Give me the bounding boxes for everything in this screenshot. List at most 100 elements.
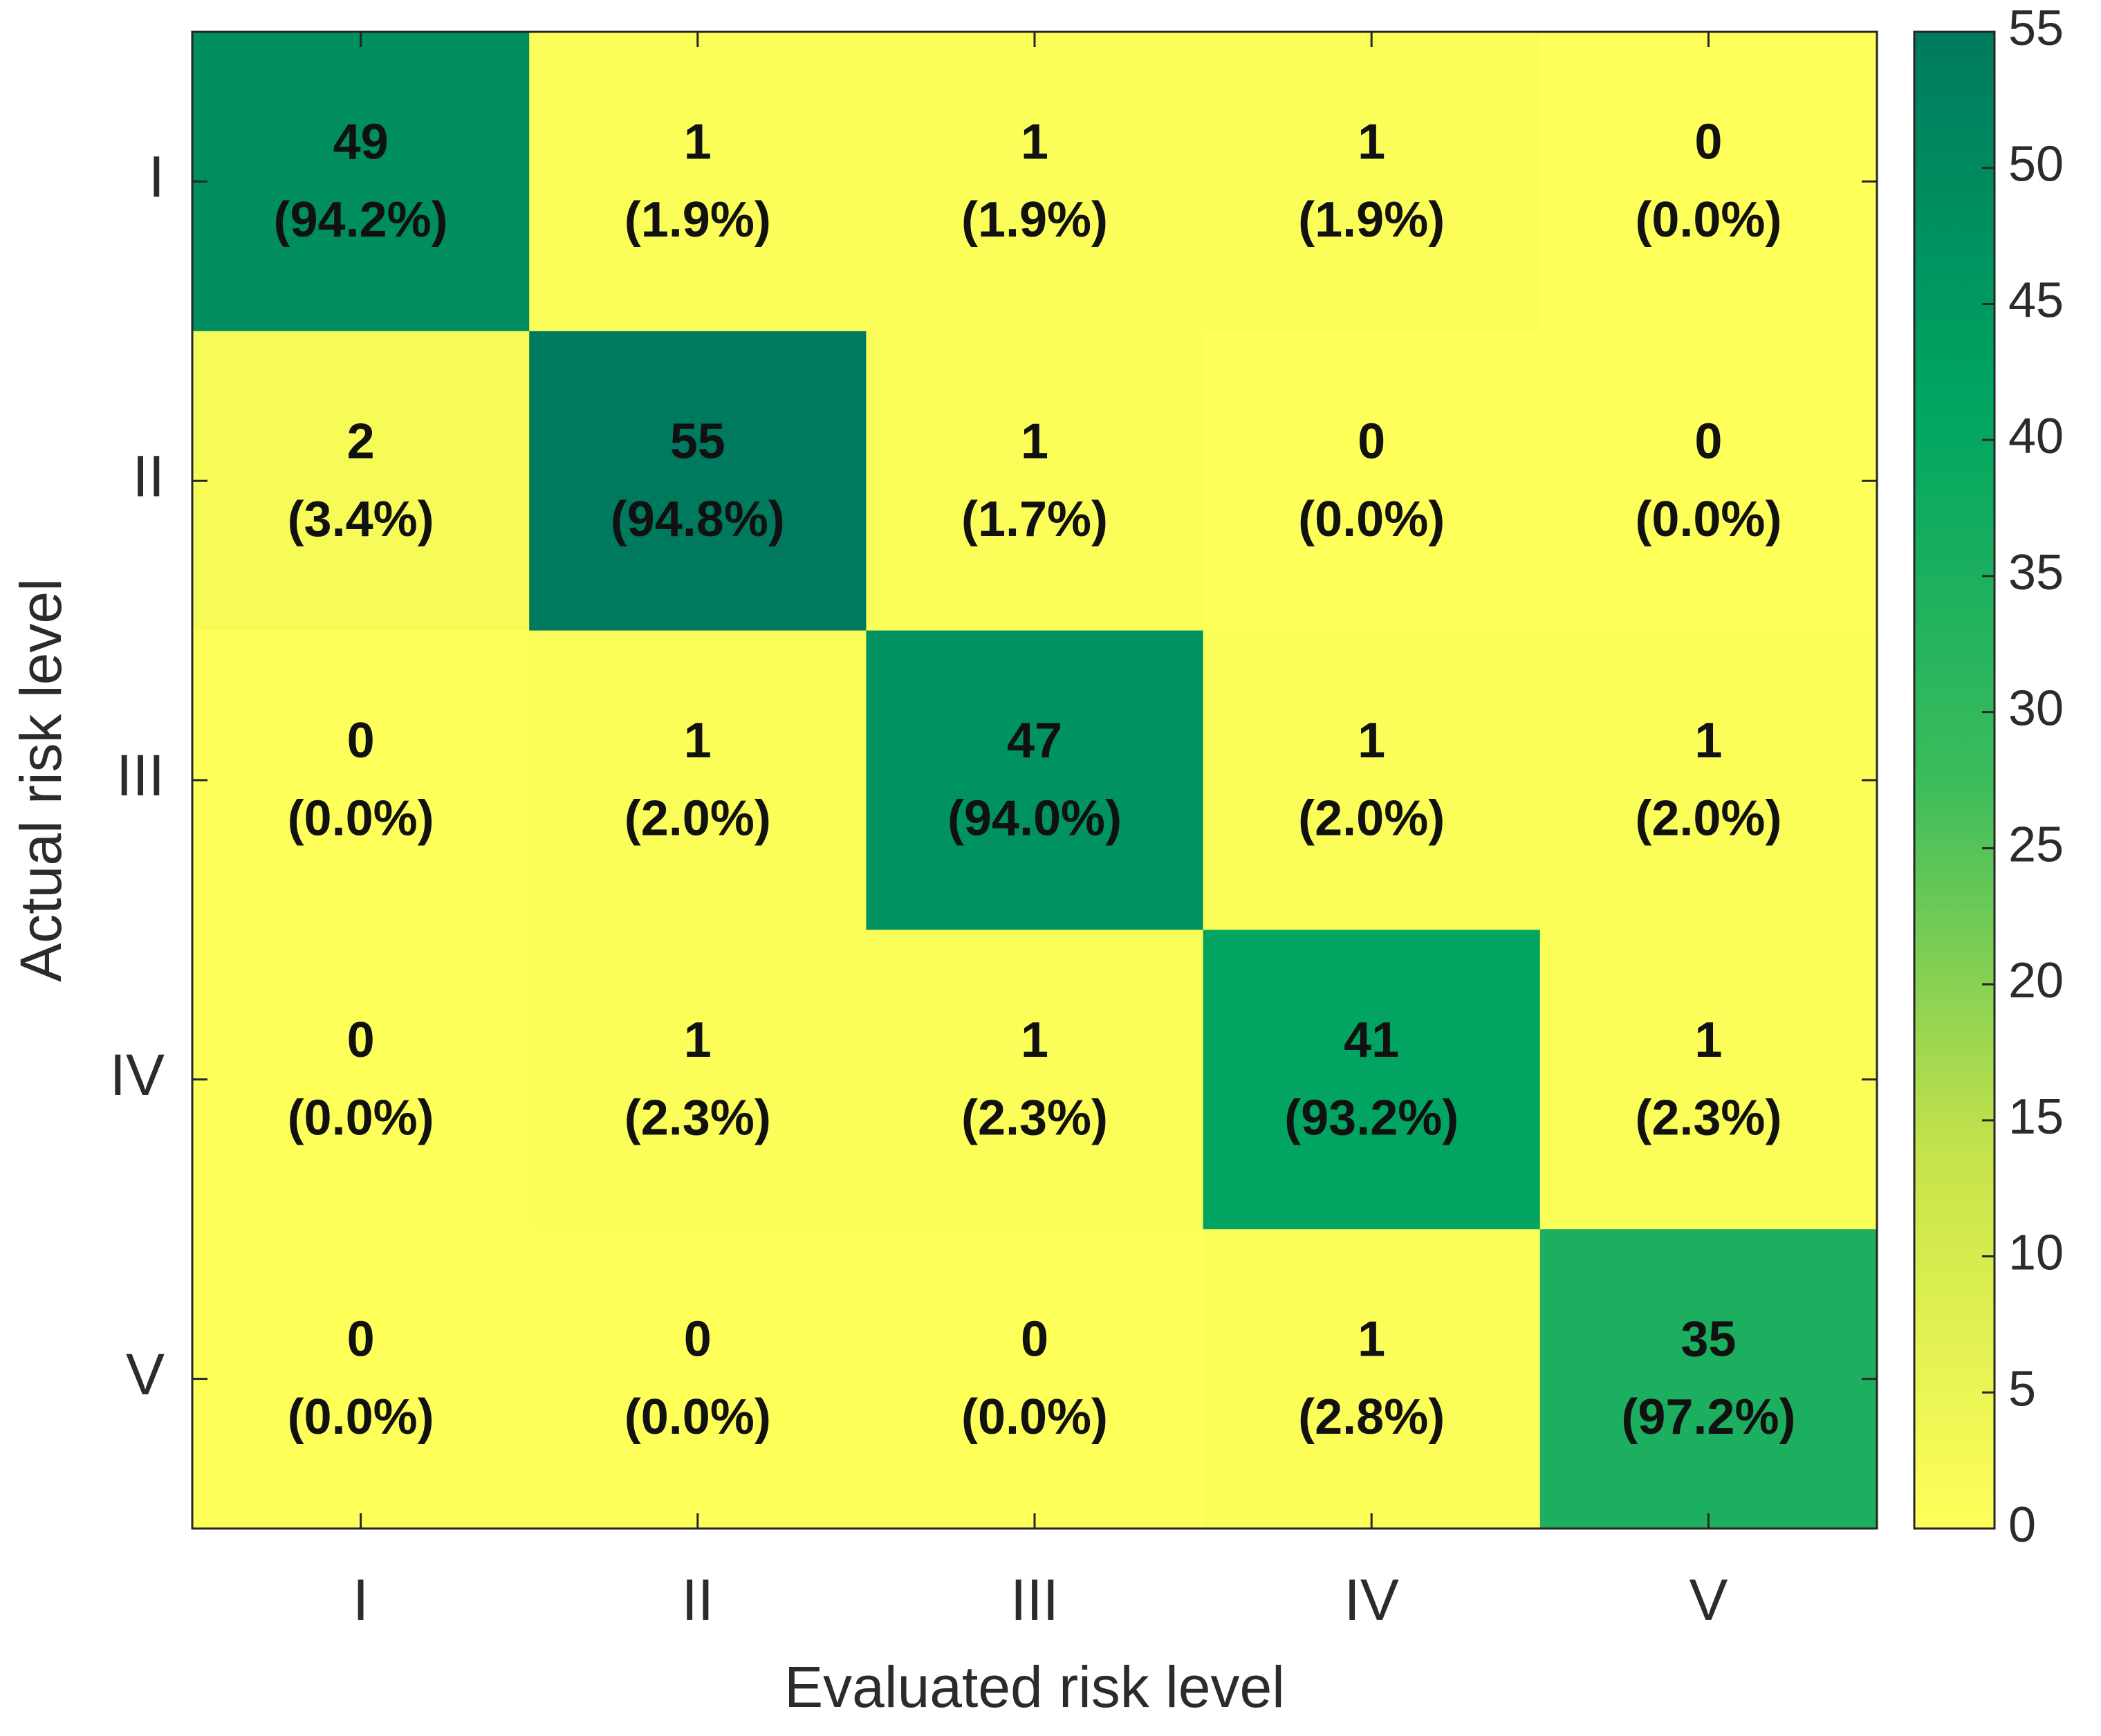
colorbar-tick-label: 20	[2008, 953, 2064, 1008]
heatmap-cell-r4-c1	[192, 930, 530, 1230]
cell-percent-label: (2.8%)	[1298, 1389, 1445, 1445]
heatmap-cell-r5-c5	[1539, 1229, 1878, 1529]
cell-percent-label: (1.9%)	[961, 192, 1108, 248]
y-axis-title: Actual risk level	[8, 578, 73, 982]
heatmap-cell-r3-c4	[1203, 630, 1541, 930]
cell-count-label: 1	[1021, 1013, 1048, 1068]
heatmap-cell-labels: 49 (94.2%) 1 (1.9%) 1 (1.9%) 1 (1.9%) 0 (0.0%) 2 (3…	[274, 114, 1796, 1445]
cell-count-label: 49	[333, 114, 389, 169]
cell-percent-label: (1.9%)	[624, 192, 771, 248]
cell-percent-label: (2.0%)	[624, 791, 771, 847]
cell-percent-label: (0.0%)	[1635, 192, 1781, 248]
cell-percent-label: (97.2%)	[1621, 1389, 1795, 1445]
colorbar-tick-label: 50	[2008, 137, 2064, 192]
cell-percent-label: (2.3%)	[961, 1090, 1108, 1145]
x-tick-label: IV	[1344, 1567, 1399, 1632]
x-tick-label: I	[353, 1567, 369, 1632]
cell-percent-label: (2.0%)	[1635, 791, 1781, 847]
cell-percent-label: (93.2%)	[1284, 1090, 1459, 1145]
cell-count-label: 47	[1007, 713, 1062, 768]
cell-percent-label: (1.9%)	[1298, 192, 1445, 248]
cell-count-label: 0	[1021, 1312, 1048, 1367]
heatmap-cell-r2-c2	[529, 331, 867, 631]
colorbar-tick-label: 5	[2008, 1361, 2036, 1416]
cell-percent-label: (2.0%)	[1298, 791, 1445, 847]
heatmap-cell-r1-c4	[1203, 32, 1541, 332]
colorbar-tick-label: 15	[2008, 1089, 2064, 1145]
colorbar-tick-label: 10	[2008, 1226, 2064, 1281]
heatmap-cell-r2-c1	[192, 331, 530, 631]
heatmap-cell-r5-c1	[192, 1229, 530, 1529]
heatmap-cell-r5-c3	[866, 1229, 1204, 1529]
y-tick-label: IV	[110, 1042, 165, 1107]
axis-ticks	[192, 32, 1877, 1529]
heatmap-cell-r2-c3	[866, 331, 1204, 631]
cell-count-label: 35	[1681, 1312, 1736, 1367]
colorbar-tick-labels: 0 5 10 15 20 25 30 35 40 45 50 55	[2008, 1, 2064, 1553]
heatmap-cell-r4-c4	[1203, 930, 1541, 1230]
cell-count-label: 1	[1358, 114, 1385, 169]
cell-count-label: 1	[684, 713, 712, 768]
x-tick-label: II	[681, 1567, 714, 1632]
cell-percent-label: (2.3%)	[1635, 1090, 1781, 1145]
cell-count-label: 1	[684, 114, 712, 169]
cell-percent-label: (0.0%)	[624, 1389, 771, 1445]
colorbar-tick-label: 55	[2008, 1, 2064, 56]
y-tick-label: V	[126, 1342, 165, 1407]
cell-percent-label: (0.0%)	[1635, 492, 1781, 547]
heatmap-cell-r5-c4	[1203, 1229, 1541, 1529]
cell-percent-label: (94.0%)	[947, 791, 1122, 847]
x-tick-label: III	[1010, 1567, 1059, 1632]
heatmap-cell-r3-c3	[866, 630, 1204, 930]
heatmap-cell-r1-c2	[529, 32, 867, 332]
colorbar-tick-label: 35	[2008, 545, 2064, 600]
cell-count-label: 0	[347, 1312, 375, 1367]
colorbar	[1913, 30, 1996, 1530]
heatmap-cell-r2-c5	[1539, 331, 1878, 631]
cell-count-label: 1	[1694, 1013, 1722, 1068]
heatmap-cell-r2-c4	[1203, 331, 1541, 631]
cell-percent-label: (3.4%)	[288, 492, 434, 547]
cell-count-label: 0	[1358, 414, 1385, 469]
x-tick-label: V	[1689, 1567, 1728, 1632]
y-tick-label: III	[116, 743, 165, 808]
cell-count-label: 1	[1021, 414, 1048, 469]
colorbar-tick-label: 45	[2008, 273, 2064, 328]
x-tick-labels: I II III IV V	[353, 1567, 1728, 1632]
y-tick-label: I	[149, 145, 165, 210]
heatmap-cell-r5-c2	[529, 1229, 867, 1529]
heatmap-cell-r3-c2	[529, 630, 867, 930]
cell-count-label: 0	[347, 713, 375, 768]
cell-count-label: 0	[684, 1312, 712, 1367]
cell-count-label: 0	[1694, 114, 1722, 169]
cell-percent-label: (0.0%)	[288, 1389, 434, 1445]
heatmap-cell-r1-c3	[866, 32, 1204, 332]
cell-percent-label: (0.0%)	[288, 1090, 434, 1145]
heatmap-cell-r4-c2	[529, 930, 867, 1230]
heatmap-cell-r3-c1	[192, 630, 530, 930]
cell-count-label: 1	[684, 1013, 712, 1068]
colorbar-ticks	[1982, 30, 1994, 1530]
cell-count-label: 0	[1694, 414, 1722, 469]
cell-count-label: 1	[1358, 1312, 1385, 1367]
cell-count-label: 1	[1021, 114, 1048, 169]
cell-percent-label: (94.2%)	[274, 192, 448, 248]
heatmap-cells	[192, 32, 1878, 1529]
colorbar-tick-label: 0	[2008, 1497, 2036, 1553]
colorbar-tick-label: 30	[2008, 681, 2064, 737]
cell-percent-label: (0.0%)	[288, 791, 434, 847]
cell-percent-label: (0.0%)	[961, 1389, 1108, 1445]
cell-percent-label: (2.3%)	[624, 1090, 771, 1145]
cell-count-label: 0	[347, 1013, 375, 1068]
x-axis-title: Evaluated risk level	[784, 1654, 1285, 1719]
colorbar-tick-label: 40	[2008, 409, 2064, 464]
heatmap-cell-r3-c5	[1539, 630, 1878, 930]
cell-percent-label: (0.0%)	[1298, 492, 1445, 547]
heatmap-cell-r4-c5	[1539, 930, 1878, 1230]
cell-count-label: 1	[1358, 713, 1385, 768]
heatmap-cell-r1-c5	[1539, 32, 1878, 332]
cell-count-label: 41	[1344, 1013, 1399, 1068]
cell-count-label: 55	[670, 414, 725, 469]
